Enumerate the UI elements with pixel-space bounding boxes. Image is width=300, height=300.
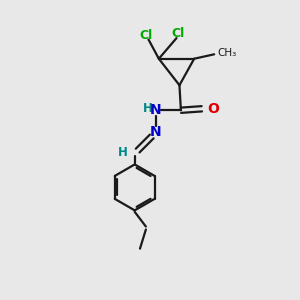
Text: H: H: [118, 146, 128, 159]
Text: Cl: Cl: [171, 27, 184, 40]
Text: O: O: [207, 102, 219, 116]
Text: Cl: Cl: [139, 29, 152, 42]
Text: N: N: [150, 103, 162, 117]
Text: CH₃: CH₃: [218, 48, 237, 58]
Text: H: H: [143, 102, 153, 115]
Text: N: N: [150, 125, 162, 139]
